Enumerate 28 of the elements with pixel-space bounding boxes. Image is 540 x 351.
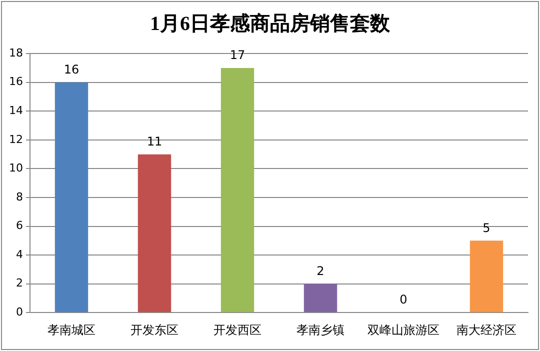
data-label: 0 [400, 292, 408, 307]
y-tick-label: 6 [16, 219, 23, 232]
y-tick-label: 16 [8, 75, 23, 88]
y-tick-label: 10 [8, 162, 23, 175]
data-label: 17 [230, 48, 246, 62]
y-tick-label: 4 [16, 248, 23, 261]
y-tick-label: 2 [16, 276, 23, 290]
x-tick-label: 双峰山旅游区 [368, 322, 440, 337]
bar [470, 240, 504, 312]
y-tick-label: 8 [16, 190, 23, 204]
y-tick-label: 14 [8, 104, 23, 118]
x-tick-label: 孝南城区 [47, 322, 96, 337]
bar [54, 82, 88, 312]
data-label: 11 [146, 134, 162, 148]
bar [304, 284, 338, 312]
x-tick-label: 开发西区 [214, 322, 262, 337]
x-tick-label: 开发东区 [130, 322, 178, 337]
y-tick-label: 0 [16, 305, 23, 318]
data-label: 16 [64, 62, 80, 77]
chart-title: 1月6日孝感商品房销售套数 [149, 12, 391, 37]
data-label: 5 [482, 220, 490, 235]
bar [138, 154, 172, 312]
y-tick-label: 12 [8, 132, 23, 146]
x-tick-label: 南大经济区 [456, 322, 516, 337]
x-tick-label: 孝南乡镇 [296, 322, 344, 337]
data-label: 2 [316, 264, 324, 278]
bar [220, 68, 254, 312]
y-tick-label: 18 [8, 46, 23, 60]
